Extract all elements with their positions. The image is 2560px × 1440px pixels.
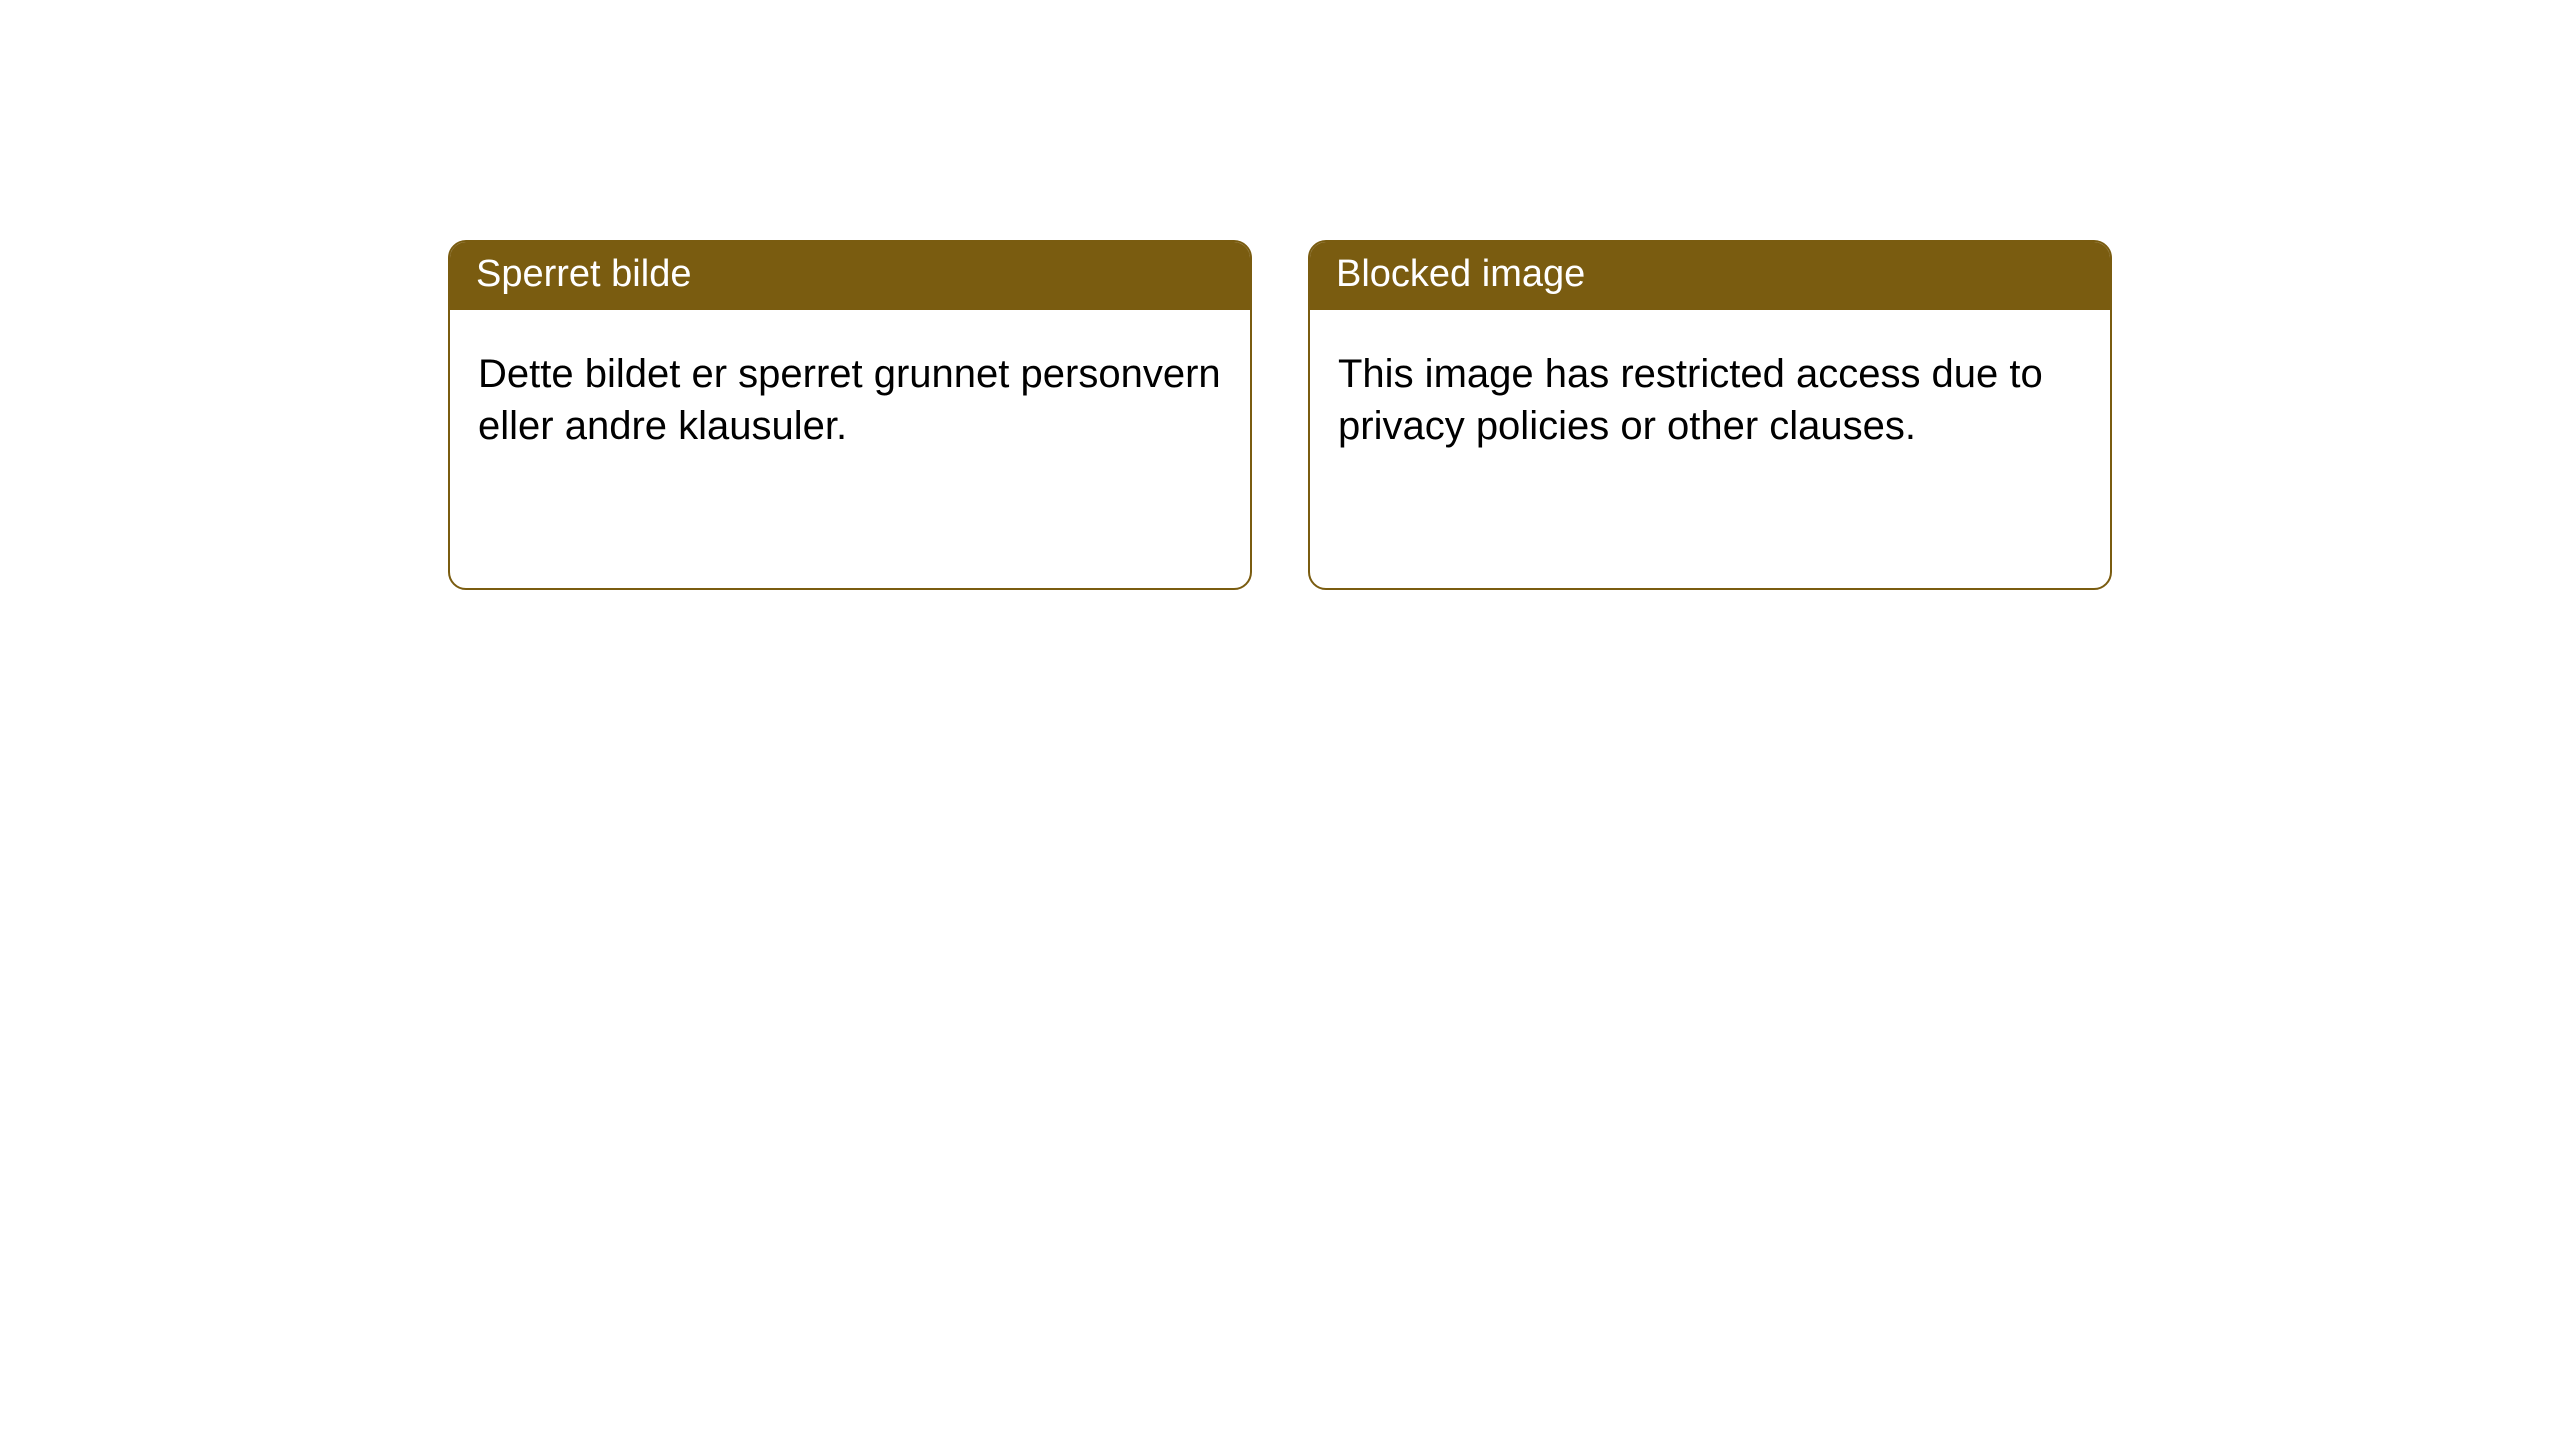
card-header: Sperret bilde [450,242,1250,310]
blocked-image-card-en: Blocked image This image has restricted … [1308,240,2112,590]
card-title: Sperret bilde [476,253,691,295]
card-body-text: Dette bildet er sperret grunnet personve… [478,352,1221,449]
notice-container: Sperret bilde Dette bildet er sperret gr… [0,0,2560,590]
card-body: Dette bildet er sperret grunnet personve… [450,310,1250,588]
card-body-text: This image has restricted access due to … [1338,352,2043,449]
card-body: This image has restricted access due to … [1310,310,2110,588]
card-header: Blocked image [1310,242,2110,310]
blocked-image-card-no: Sperret bilde Dette bildet er sperret gr… [448,240,1252,590]
card-title: Blocked image [1336,253,1585,295]
